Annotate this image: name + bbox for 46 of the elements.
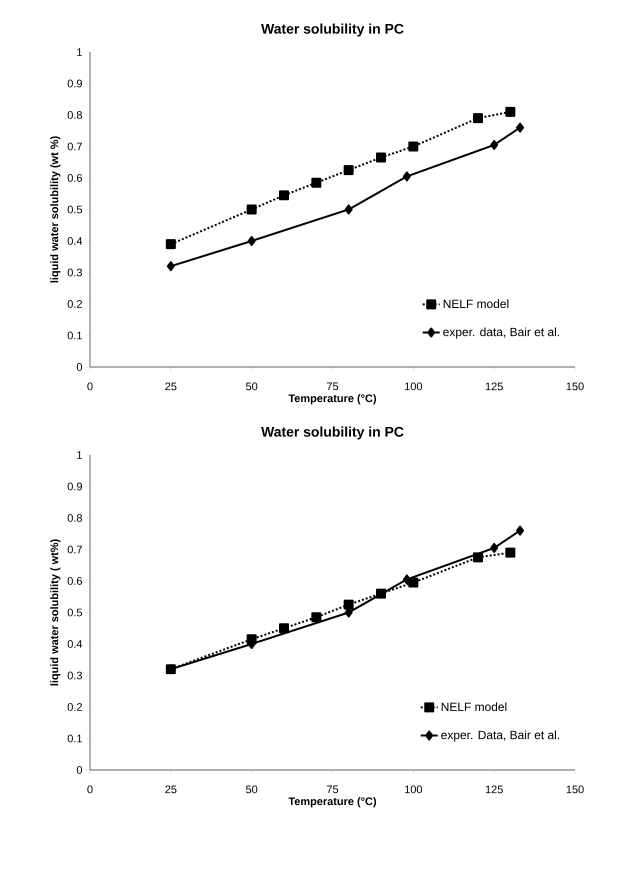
y-axis-title: liquid water solubility (wt %) bbox=[50, 136, 60, 282]
x-tick-label: 150 bbox=[566, 786, 584, 794]
x-tick-label: 100 bbox=[405, 382, 422, 390]
chart-title: Water solubility in PC bbox=[261, 23, 404, 36]
y-tick-label: 0.6 bbox=[68, 577, 82, 585]
legend-label: NELF model bbox=[442, 702, 506, 712]
legend-label: NELF model bbox=[444, 299, 508, 308]
x-tick-label: 75 bbox=[326, 786, 338, 794]
x-tick-label: 50 bbox=[246, 786, 258, 794]
x-axis-title: Temperature (°C) bbox=[288, 797, 376, 808]
x-tick-label: 150 bbox=[566, 382, 584, 390]
x-tick-label: 25 bbox=[165, 786, 176, 794]
x-tick-label: 0 bbox=[87, 382, 93, 390]
y-tick-label: 0.1 bbox=[68, 332, 82, 340]
y-tick-label: 0 bbox=[76, 363, 82, 371]
y-tick-label: 0.9 bbox=[68, 80, 82, 88]
y-tick-label: 0.3 bbox=[68, 672, 82, 680]
legend-label: exper. data, Bair et al. bbox=[443, 327, 560, 339]
chart-title: Water solubility in PC bbox=[261, 426, 404, 440]
x-tick-label: 25 bbox=[165, 382, 176, 390]
y-tick-label: 0.5 bbox=[68, 608, 82, 616]
y-tick-label: 0.5 bbox=[68, 206, 82, 214]
y-tick-label: 0.3 bbox=[68, 268, 82, 276]
x-tick-label: 0 bbox=[87, 786, 93, 794]
x-axis-title: Temperature (°C) bbox=[288, 394, 376, 404]
y-tick-label: 0.2 bbox=[68, 300, 82, 308]
y-tick-label: 1 bbox=[77, 451, 82, 459]
x-tick-label: 75 bbox=[326, 382, 338, 390]
y-tick-label: 0.4 bbox=[68, 237, 82, 245]
y-tick-label: 0.4 bbox=[68, 640, 82, 648]
y-tick-label: 0 bbox=[76, 766, 82, 774]
y-tick-label: 0.2 bbox=[68, 703, 82, 711]
x-tick-label: 125 bbox=[486, 786, 503, 794]
y-tick-label: 0.8 bbox=[68, 111, 82, 119]
x-tick-label: 100 bbox=[405, 786, 422, 794]
legend-label: exper. Data, Bair et al. bbox=[441, 730, 560, 742]
y-tick-label: 0.7 bbox=[68, 546, 82, 554]
x-tick-label: 50 bbox=[246, 382, 258, 390]
y-axis-title: liquid water solubility ( wt%) bbox=[50, 539, 60, 686]
y-tick-label: 0.9 bbox=[68, 482, 82, 490]
y-tick-label: 0.1 bbox=[68, 734, 82, 742]
x-tick-label: 125 bbox=[486, 382, 503, 390]
y-tick-label: 0.6 bbox=[68, 174, 82, 182]
y-tick-label: 1 bbox=[77, 48, 82, 56]
y-tick-label: 0.8 bbox=[68, 514, 82, 522]
y-tick-label: 0.7 bbox=[68, 142, 82, 150]
